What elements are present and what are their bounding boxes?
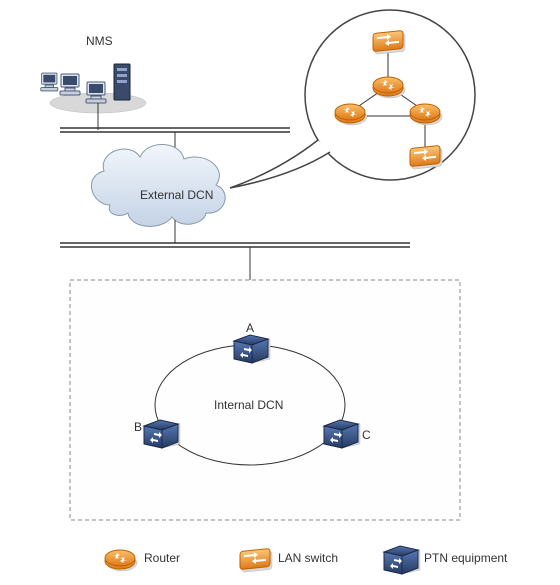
ptn-node-b bbox=[144, 420, 180, 448]
topo-router-right bbox=[410, 104, 442, 125]
node-b-label: B bbox=[134, 420, 142, 434]
external-dcn-cloud bbox=[91, 144, 225, 226]
internal-dcn-label: Internal DCN bbox=[214, 398, 283, 412]
topology-detail bbox=[230, 10, 475, 188]
external-dcn-label: External DCN bbox=[140, 188, 213, 202]
legend-ptn-label: PTN equipment bbox=[424, 551, 507, 565]
legend-switch-label: LAN switch bbox=[278, 551, 338, 565]
node-a-label: A bbox=[246, 321, 254, 335]
legend-router-label: Router bbox=[144, 551, 180, 565]
nms-group bbox=[41, 64, 146, 130]
ptn-node-c bbox=[324, 420, 360, 448]
topo-switch-top bbox=[373, 30, 405, 54]
legend-switch-icon bbox=[240, 548, 272, 572]
topo-router-mid bbox=[373, 77, 405, 98]
node-c-label: C bbox=[362, 428, 371, 442]
legend-router-icon bbox=[105, 550, 137, 571]
ptn-node-a bbox=[234, 335, 270, 363]
nms-label: NMS bbox=[86, 34, 113, 48]
topo-router-left bbox=[335, 104, 367, 125]
topo-switch-bottom bbox=[410, 145, 442, 169]
legend-ptn-icon bbox=[384, 546, 420, 574]
